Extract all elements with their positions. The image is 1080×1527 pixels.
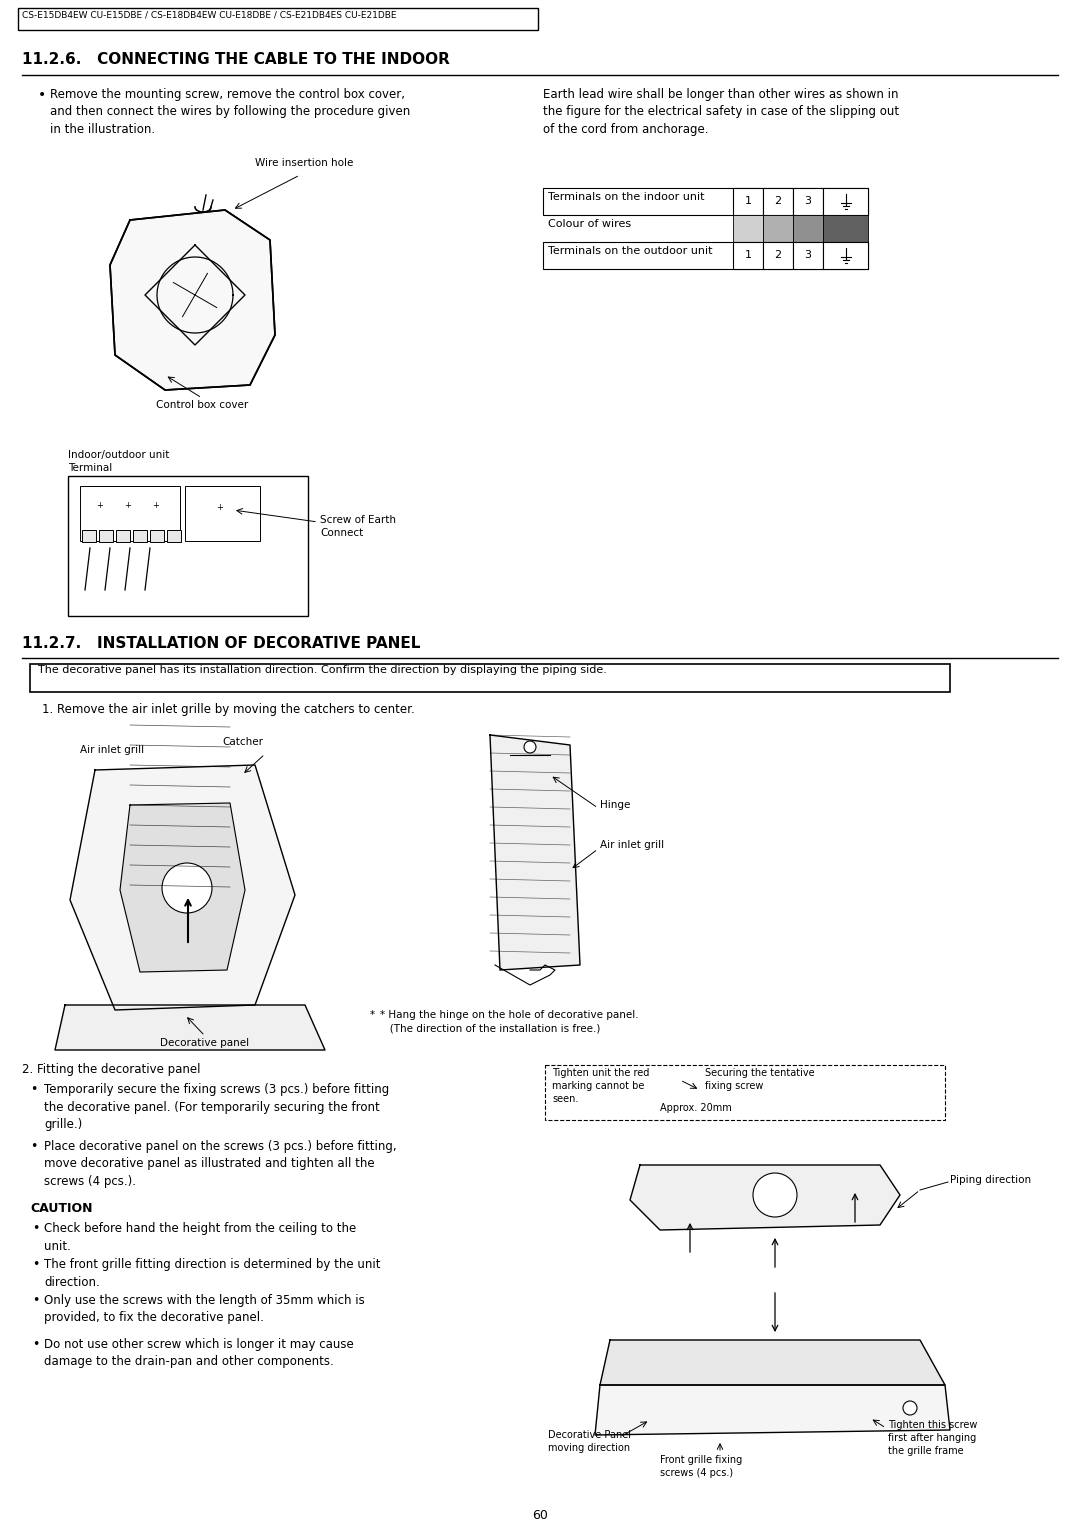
Circle shape: [145, 495, 167, 516]
Text: * Hang the hinge on the hole of decorative panel.
   (The direction of the insta: * Hang the hinge on the hole of decorati…: [380, 1009, 638, 1034]
Bar: [793, 188, 823, 215]
Text: 11.2.6.   CONNECTING THE CABLE TO THE INDOOR: 11.2.6. CONNECTING THE CABLE TO THE INDO…: [22, 52, 450, 67]
Text: Catcher: Catcher: [222, 738, 264, 747]
Text: •: •: [30, 1083, 38, 1096]
Text: Air inlet grill: Air inlet grill: [600, 840, 664, 851]
Text: 1. Remove the air inlet grille by moving the catchers to center.: 1. Remove the air inlet grille by moving…: [42, 702, 415, 716]
Circle shape: [89, 495, 111, 516]
Bar: [793, 241, 823, 269]
Text: The decorative panel has its installation direction. Confirm the direction by di: The decorative panel has its installatio…: [38, 664, 607, 675]
Text: •: •: [32, 1338, 39, 1351]
Polygon shape: [70, 765, 295, 1009]
Circle shape: [212, 499, 228, 516]
Bar: [82, 530, 96, 542]
Text: Approx. 20mm: Approx. 20mm: [660, 1102, 732, 1113]
Text: Control box cover: Control box cover: [156, 400, 248, 411]
Text: Securing the tentative
fixing screw: Securing the tentative fixing screw: [705, 1067, 814, 1090]
Polygon shape: [600, 1341, 945, 1385]
Circle shape: [524, 741, 536, 753]
Bar: [733, 188, 762, 215]
Text: Indoor/outdoor unit
Terminal: Indoor/outdoor unit Terminal: [68, 450, 170, 473]
Bar: [823, 215, 868, 241]
Circle shape: [117, 495, 139, 516]
Text: Check before hand the height from the ceiling to the
unit.: Check before hand the height from the ce…: [44, 1222, 356, 1252]
Bar: [762, 215, 793, 241]
Text: Terminals on the indoor unit: Terminals on the indoor unit: [548, 192, 704, 202]
Bar: [733, 215, 762, 241]
Bar: [133, 530, 147, 542]
Text: +: +: [124, 501, 132, 510]
Text: Decorative Panel
moving direction: Decorative Panel moving direction: [548, 1429, 631, 1452]
Bar: [167, 530, 181, 542]
Text: 2: 2: [774, 250, 782, 261]
Bar: [823, 241, 868, 269]
Text: •: •: [30, 1141, 38, 1153]
Text: Front grille fixing
screws (4 pcs.): Front grille fixing screws (4 pcs.): [660, 1455, 742, 1478]
Bar: [543, 241, 868, 269]
Polygon shape: [595, 1385, 950, 1435]
Polygon shape: [630, 1165, 900, 1231]
Text: Screw of Earth
Connect: Screw of Earth Connect: [320, 515, 396, 538]
Bar: [185, 486, 260, 541]
Text: Only use the screws with the length of 35mm which is
provided, to fix the decora: Only use the screws with the length of 3…: [44, 1293, 365, 1324]
Text: Air inlet grill: Air inlet grill: [80, 745, 144, 754]
Text: The front grille fitting direction is determined by the unit
direction.: The front grille fitting direction is de…: [44, 1258, 380, 1289]
Text: 3: 3: [805, 250, 811, 261]
Text: •: •: [38, 89, 46, 102]
Bar: [543, 188, 868, 215]
Text: +: +: [96, 501, 104, 510]
Bar: [762, 188, 793, 215]
Polygon shape: [120, 803, 245, 973]
Polygon shape: [490, 734, 580, 970]
Bar: [150, 530, 164, 542]
Polygon shape: [55, 1005, 325, 1051]
Text: Remove the mounting screw, remove the control box cover,
and then connect the wi: Remove the mounting screw, remove the co…: [50, 89, 410, 136]
Text: Terminals on the outdoor unit: Terminals on the outdoor unit: [548, 246, 713, 257]
Text: Hinge: Hinge: [600, 800, 631, 809]
Text: •: •: [32, 1293, 39, 1307]
Text: 1: 1: [744, 197, 752, 206]
Text: Wire insertion hole: Wire insertion hole: [255, 157, 353, 168]
Text: Piping direction: Piping direction: [950, 1174, 1031, 1185]
Text: CAUTION: CAUTION: [30, 1202, 93, 1215]
Text: •: •: [32, 1222, 39, 1235]
Text: Place decorative panel on the screws (3 pcs.) before fitting,
move decorative pa: Place decorative panel on the screws (3 …: [44, 1141, 396, 1188]
Bar: [30, 664, 950, 692]
Text: Do not use other screw which is longer it may cause
damage to the drain-pan and : Do not use other screw which is longer i…: [44, 1338, 354, 1368]
Text: 11.2.7.   INSTALLATION OF DECORATIVE PANEL: 11.2.7. INSTALLATION OF DECORATIVE PANEL: [22, 637, 420, 651]
Bar: [99, 530, 113, 542]
Bar: [762, 241, 793, 269]
Circle shape: [753, 1173, 797, 1217]
Text: Earth lead wire shall be longer than other wires as shown in
the figure for the : Earth lead wire shall be longer than oth…: [543, 89, 900, 136]
Bar: [733, 241, 762, 269]
Text: CS-E15DB4EW CU-E15DBE / CS-E18DB4EW CU-E18DBE / CS-E21DB4ES CU-E21DBE: CS-E15DB4EW CU-E15DBE / CS-E18DB4EW CU-E…: [22, 11, 396, 18]
Bar: [116, 530, 130, 542]
Text: 60: 60: [532, 1509, 548, 1522]
Text: Temporarily secure the fixing screws (3 pcs.) before fitting
the decorative pane: Temporarily secure the fixing screws (3 …: [44, 1083, 389, 1132]
Bar: [68, 476, 308, 615]
Bar: [18, 8, 538, 31]
Circle shape: [162, 863, 212, 913]
Circle shape: [903, 1400, 917, 1416]
Text: 1: 1: [744, 250, 752, 261]
Text: 2: 2: [774, 197, 782, 206]
Bar: [823, 188, 868, 215]
Text: Tighten this screw
first after hanging
the grille frame: Tighten this screw first after hanging t…: [888, 1420, 977, 1455]
Text: +: +: [217, 504, 224, 513]
Polygon shape: [110, 211, 275, 389]
Text: 3: 3: [805, 197, 811, 206]
Text: Colour of wires: Colour of wires: [548, 218, 631, 229]
Text: *: *: [370, 1009, 375, 1020]
Text: Tighten unit the red
marking cannot be
seen.: Tighten unit the red marking cannot be s…: [552, 1067, 649, 1104]
Bar: [80, 486, 180, 541]
Bar: [793, 215, 823, 241]
Text: •: •: [32, 1258, 39, 1270]
Text: 2. Fitting the decorative panel: 2. Fitting the decorative panel: [22, 1063, 201, 1077]
Bar: [545, 1064, 945, 1119]
Text: +: +: [152, 501, 160, 510]
Text: Decorative panel: Decorative panel: [160, 1038, 249, 1048]
